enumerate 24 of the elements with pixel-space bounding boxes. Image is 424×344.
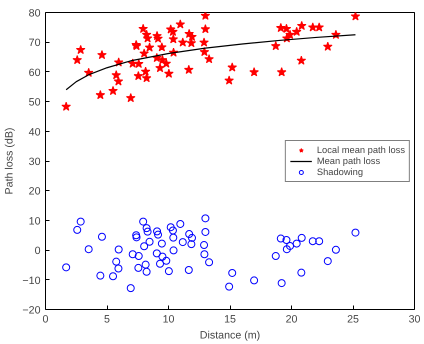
- x-tick-label: 25: [347, 314, 359, 326]
- x-tick-label: 15: [224, 314, 236, 326]
- y-tick-label: 0: [34, 245, 41, 258]
- legend-label: Shadowing: [316, 166, 364, 176]
- x-axis-title: Distance (m): [200, 330, 260, 342]
- y-axis-title: Path loss (dB): [3, 128, 16, 194]
- legend-label: Local mean path loss: [316, 144, 405, 154]
- y-tick-label: −20: [22, 304, 41, 316]
- legend-label: Mean path loss: [316, 156, 380, 166]
- x-tick-label: 10: [162, 314, 174, 326]
- x-tick-label: 0: [42, 314, 49, 326]
- y-tick-label: 40: [28, 126, 41, 138]
- line-series: [66, 34, 356, 90]
- y-tick-label: −10: [22, 274, 41, 287]
- y-tick-label: 50: [28, 96, 41, 109]
- y-tick-label: 70: [28, 37, 41, 50]
- y-tick-label: 60: [28, 66, 41, 79]
- x-tick-label: 20: [286, 314, 298, 326]
- y-tick-label: 80: [28, 8, 41, 20]
- x-tick-label: 30: [408, 314, 420, 326]
- y-tick-label: 10: [28, 215, 41, 228]
- x-tick-label: 5: [104, 314, 110, 326]
- y-tick-label: 30: [28, 156, 41, 168]
- y-tick-label: 20: [28, 186, 41, 198]
